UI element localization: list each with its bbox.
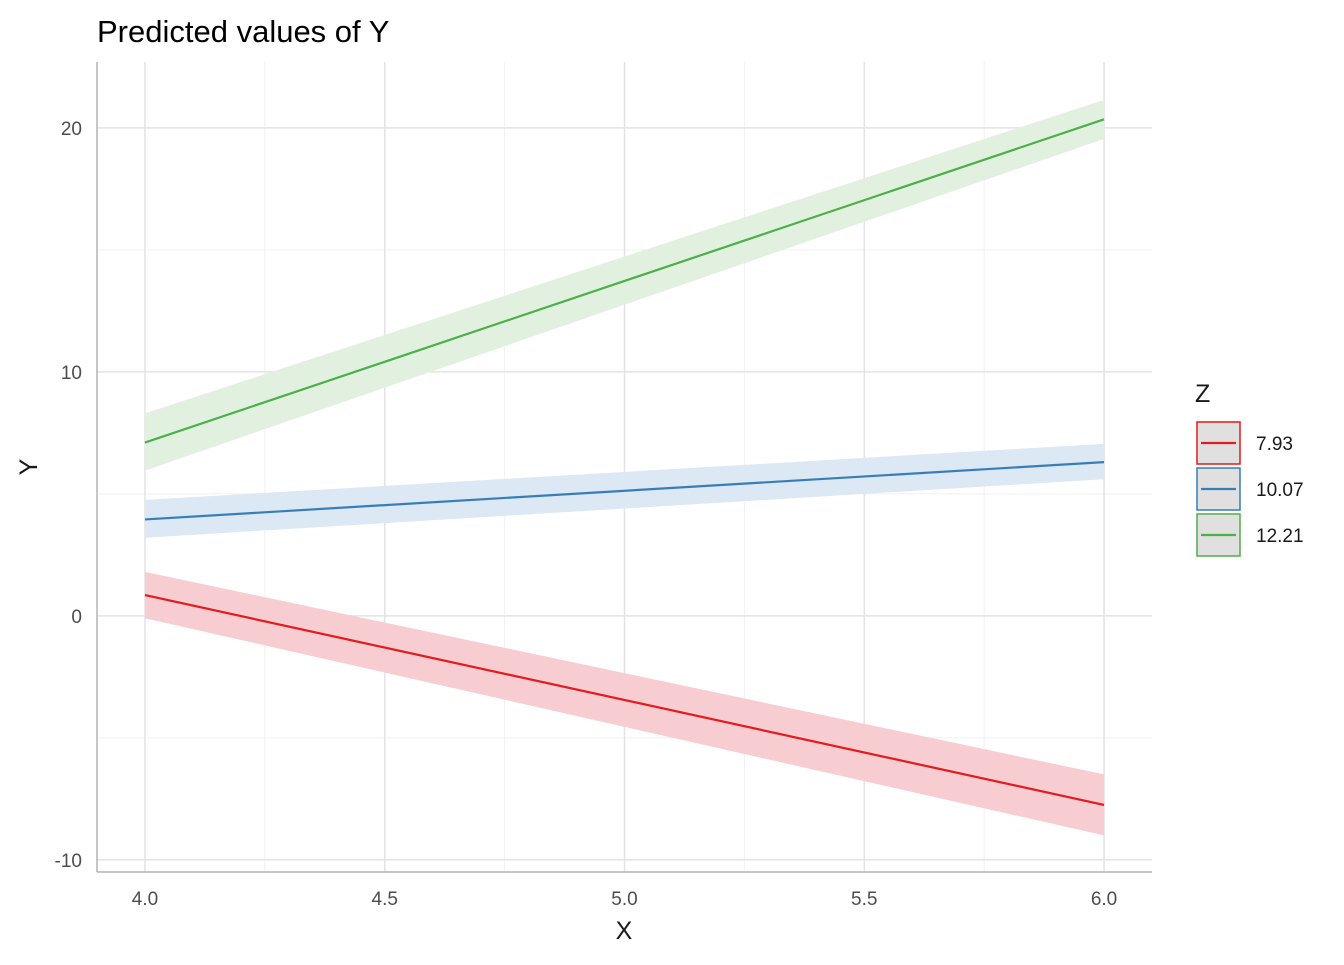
- legend-items: 7.93 10.07 12.21: [1196, 421, 1304, 557]
- x-tick-label: 4.0: [132, 889, 158, 910]
- legend-label-3: 12.21: [1256, 526, 1304, 547]
- y-tick-label: 20: [61, 119, 82, 140]
- legend: Z 7.93 10.07 12.21: [1195, 380, 1304, 557]
- confidence-band-1: [144, 571, 1105, 836]
- y-tick-label: 0: [71, 607, 82, 628]
- series-line-1: [144, 594, 1105, 806]
- series-lines: [144, 118, 1105, 806]
- y-tick-label: -10: [55, 851, 82, 872]
- confidence-band-3: [144, 99, 1105, 471]
- legend-label-2: 10.07: [1256, 480, 1304, 501]
- legend-title: Z: [1195, 380, 1210, 408]
- x-tick-label: 6.0: [1091, 889, 1117, 910]
- y-axis-title: Y: [15, 458, 43, 475]
- y-tick-labels: -10 0 10 20: [55, 119, 82, 872]
- x-tick-label: 4.5: [372, 889, 398, 910]
- chart-title: Predicted values of Y: [97, 14, 389, 49]
- x-tick-label: 5.0: [611, 889, 637, 910]
- x-axis-title: X: [616, 917, 633, 945]
- legend-label-1: 7.93: [1256, 434, 1293, 455]
- x-tick-labels: 4.0 4.5 5.0 5.5 6.0: [132, 889, 1118, 910]
- x-tick-label: 5.5: [851, 889, 877, 910]
- y-tick-label: 10: [61, 363, 82, 384]
- series-line-3: [144, 118, 1105, 444]
- series-line-2: [144, 461, 1105, 521]
